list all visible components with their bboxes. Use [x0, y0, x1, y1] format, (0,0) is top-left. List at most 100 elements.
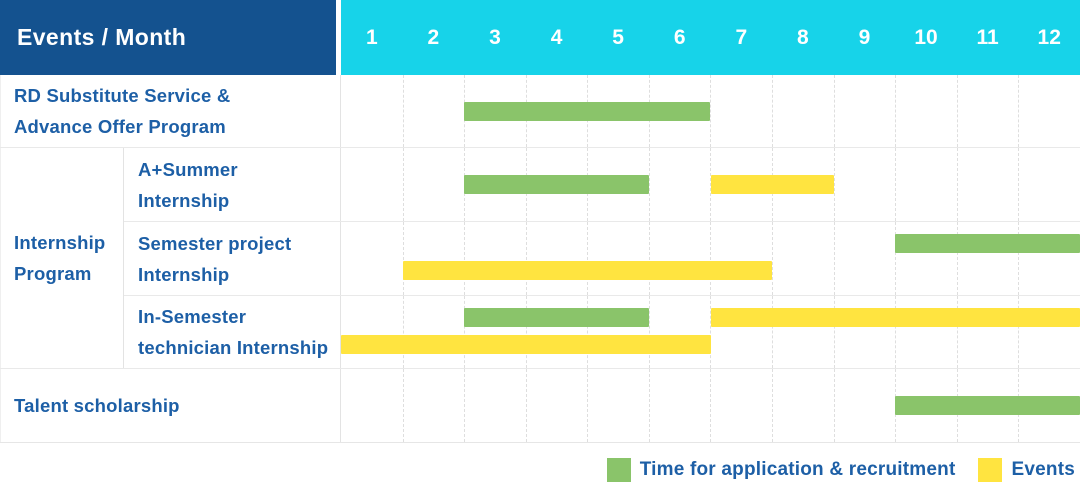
month-gridline-cell: [956, 222, 1019, 295]
month-gridline-cell: [833, 296, 896, 368]
month-gridline-cell: [587, 296, 649, 368]
table-row: A+Summer Internship: [124, 148, 1080, 222]
yellow-legend-swatch: [978, 457, 1003, 482]
month-gridline-cell: [341, 222, 403, 295]
row-label-in-semester: In-Semester technician Internship: [124, 296, 341, 368]
row-label-talent-scholarship: Talent scholarship: [0, 369, 341, 442]
month-gridline-cell: [341, 75, 403, 147]
month-number: 4: [550, 25, 563, 49]
month-gridline-cell: [895, 148, 957, 221]
month-gridline-cell: [772, 296, 834, 368]
events-month-header-cell: Events / Month: [0, 0, 336, 75]
month-gridline-cell: [341, 148, 403, 221]
chart-cell: [341, 296, 1080, 368]
month-gridline-cell: [525, 369, 588, 442]
table-body: RD Substitute Service & Advance Offer Pr…: [0, 75, 1080, 443]
month-gridline-cell: [525, 296, 588, 368]
month-number: 5: [612, 25, 624, 49]
application-recruitment-bar: [464, 101, 711, 121]
application-recruitment-bar: [895, 234, 1080, 253]
month-gridline-cell: [1018, 75, 1080, 147]
legend-item-application: Time for application & recruitment: [606, 457, 956, 482]
month-gridline-cell: [956, 296, 1019, 368]
month-axis: 1 2 3 4 5 6 7 8 9 10 11 12: [341, 0, 1080, 75]
header-row: Events / Month 1 2 3 4 5 6 7 8 9 10 11 1…: [0, 0, 1080, 75]
legend-label-events: Events: [1011, 458, 1075, 480]
group-label-internship-program: Internship Program: [0, 148, 124, 368]
month-gridline-cell: [895, 296, 957, 368]
legend-item-events: Events: [978, 457, 1075, 482]
month-gridline-cell: [648, 369, 711, 442]
month-number: 10: [914, 25, 938, 49]
month-gridline-cell: [402, 148, 465, 221]
month-gridline-cell: [648, 296, 711, 368]
month-gridline-cell: [956, 75, 1019, 147]
chart-cell: [341, 148, 1080, 221]
month-number: 12: [1037, 25, 1061, 49]
header-title: Events / Month: [17, 24, 187, 50]
month-gridline-cell: [464, 222, 526, 295]
month-gridline-cell: [772, 75, 834, 147]
month-gridline-cell: [1018, 148, 1080, 221]
month-gridline-cell: [833, 369, 896, 442]
month-gridline-cell: [402, 75, 465, 147]
month-gridline-cell: [648, 222, 711, 295]
month-gridline-cell: [402, 296, 465, 368]
month-number: 1: [365, 25, 378, 49]
month-number: 3: [489, 25, 501, 49]
month-number: 8: [797, 25, 809, 49]
events-bar: [710, 175, 834, 194]
month-gridline-cell: [772, 222, 834, 295]
events-bar: [341, 335, 711, 354]
month-gridline-cell: [1018, 296, 1080, 368]
month-gridline-cell: [464, 296, 526, 368]
row-label-rd-substitute: RD Substitute Service & Advance Offer Pr…: [0, 75, 341, 147]
legend-label-application: Time for application & recruitment: [639, 458, 956, 480]
table-row: RD Substitute Service & Advance Offer Pr…: [0, 75, 1080, 148]
application-recruitment-bar: [464, 175, 649, 194]
legend: Time for application & recruitment Event…: [0, 443, 1080, 494]
month-gridline-cell: [402, 222, 465, 295]
month-number: 6: [673, 25, 686, 49]
application-recruitment-bar: [895, 396, 1080, 415]
month-gridline-cell: [464, 369, 526, 442]
month-gridline-cell: [1018, 222, 1080, 295]
month-gridline-cell: [648, 148, 711, 221]
month-gridline-cell: [525, 222, 588, 295]
month-number: 11: [976, 25, 999, 49]
table-row: Talent scholarship: [0, 369, 1080, 442]
month-gridline-cell: [710, 75, 772, 147]
month-gridline-cell: [833, 75, 896, 147]
internship-program-group: Internship Program A+Summer Internship S…: [0, 148, 1080, 369]
table-row: In-Semester technician Internship: [124, 296, 1080, 368]
month-number: 9: [858, 25, 871, 49]
row-label-semester-project: Semester project Internship: [124, 222, 341, 295]
table-row: Semester project Internship: [124, 222, 1080, 296]
row-label-a-summer: A+Summer Internship: [124, 148, 341, 221]
month-gridline-cell: [402, 369, 465, 442]
month-number: 7: [735, 25, 748, 49]
month-gridline-cell: [341, 296, 403, 368]
chart-cell: [341, 222, 1080, 295]
month-gridline-cell: [956, 148, 1019, 221]
chart-cell: [341, 75, 1080, 147]
month-gridline-cell: [710, 369, 772, 442]
month-gridline-cell: [772, 369, 834, 442]
header-divider: [336, 0, 341, 75]
month-gridline-cell: [587, 369, 649, 442]
month-number: 2: [427, 25, 440, 49]
month-gridline-cell: [895, 222, 957, 295]
month-gridline-cell: [895, 75, 957, 147]
month-gridline-cell: [833, 222, 896, 295]
events-bar: [710, 308, 1080, 327]
month-gridline-cell: [341, 369, 403, 442]
month-gridline-cell: [710, 296, 772, 368]
chart-cell: [341, 369, 1080, 442]
month-gridline-cell: [833, 148, 896, 221]
green-legend-swatch: [606, 457, 631, 482]
application-recruitment-bar: [464, 308, 649, 327]
events-bar: [402, 261, 773, 280]
month-gridline-cell: [587, 222, 649, 295]
month-gridline-cell: [710, 222, 772, 295]
